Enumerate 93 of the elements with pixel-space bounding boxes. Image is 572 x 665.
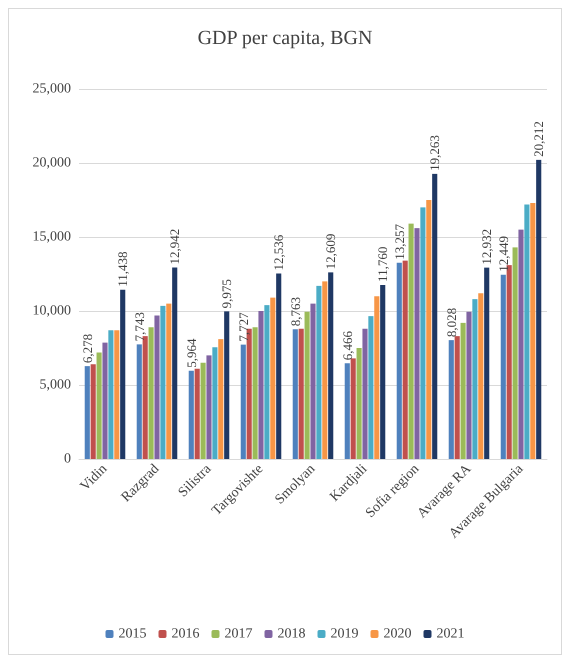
- bar: [148, 327, 154, 459]
- data-label: 11,760: [375, 246, 390, 282]
- bar: [448, 340, 454, 459]
- data-label: 12,449: [496, 236, 511, 272]
- bar: [396, 262, 402, 459]
- bar: [218, 339, 224, 459]
- data-label: 8,763: [288, 297, 303, 326]
- data-label: 7,743: [132, 312, 147, 342]
- data-label: 8,028: [444, 308, 459, 338]
- legend-label: 2019: [330, 626, 358, 642]
- data-label: 12,942: [167, 228, 182, 264]
- data-label: 20,212: [531, 121, 546, 157]
- bar: [310, 304, 316, 459]
- bar: [240, 344, 246, 459]
- bar: [518, 230, 524, 459]
- legend-label: 2016: [172, 626, 200, 642]
- bar: [136, 344, 142, 459]
- data-label: 9,975: [219, 279, 234, 308]
- bar: [292, 329, 298, 459]
- bar: [460, 322, 466, 459]
- bar: [160, 306, 166, 459]
- bar: [328, 272, 334, 459]
- bar: [90, 364, 96, 459]
- data-label: 7,727: [236, 312, 251, 342]
- bar: [298, 328, 304, 459]
- legend-label: 2017: [224, 626, 252, 642]
- y-tick-label: 0: [64, 452, 71, 466]
- y-tick-label: 15,000: [32, 230, 71, 244]
- bar: [344, 363, 350, 459]
- bar: [362, 328, 368, 459]
- bar: [212, 347, 218, 459]
- bar: [420, 207, 426, 459]
- bar: [276, 273, 282, 459]
- bar: [374, 296, 380, 459]
- bar: [114, 330, 120, 459]
- legend-label: 2015: [118, 626, 146, 642]
- data-label: 5,964: [184, 338, 199, 368]
- data-label: 12,932: [479, 228, 494, 265]
- bar: [316, 286, 322, 459]
- bar: [188, 370, 194, 459]
- y-tick-label: 10,000: [32, 304, 71, 318]
- bar: [402, 260, 408, 459]
- bar: [466, 312, 472, 459]
- bar: [84, 366, 90, 459]
- legend-label: 2021: [436, 626, 464, 642]
- x-tick-label: Vidin: [78, 462, 110, 494]
- bar: [356, 348, 362, 459]
- bar: [166, 304, 172, 459]
- chart-title: GDP per capita, BGN: [198, 27, 372, 49]
- bar: [408, 224, 414, 459]
- bar: [224, 311, 230, 459]
- bar: [536, 160, 542, 459]
- bar: [200, 362, 206, 459]
- data-label: 19,263: [427, 135, 442, 171]
- legend-label: 2018: [278, 626, 306, 642]
- bar: [108, 330, 114, 459]
- data-label: 6,278: [80, 334, 95, 364]
- bar: [478, 293, 484, 459]
- legend-label: 2020: [384, 626, 412, 642]
- bar: [454, 336, 460, 459]
- bar: [194, 368, 200, 459]
- bar: [270, 298, 276, 459]
- data-label: 6,466: [340, 330, 355, 360]
- bar: [322, 281, 328, 459]
- bar: [264, 305, 270, 459]
- bar: [500, 274, 506, 459]
- bar: [258, 311, 264, 459]
- bar: [350, 358, 356, 459]
- bar: [368, 316, 374, 459]
- bar: [484, 268, 490, 459]
- data-label: 11,438: [115, 251, 130, 287]
- y-tick-label: 20,000: [32, 156, 71, 170]
- data-label: 12,536: [271, 234, 286, 270]
- bar: [432, 174, 438, 459]
- bar: [252, 327, 258, 459]
- bar: [524, 204, 530, 459]
- bar: [512, 247, 518, 459]
- bar: [472, 299, 478, 459]
- bar: [120, 290, 126, 459]
- bar: [414, 228, 420, 459]
- bar: [206, 355, 212, 459]
- bar: [426, 200, 432, 459]
- bar: [530, 202, 536, 459]
- bar: [154, 315, 160, 459]
- data-label: 13,257: [392, 224, 407, 260]
- bar: [304, 312, 310, 459]
- bar: [380, 284, 386, 459]
- bar: [172, 267, 178, 459]
- bar: [102, 342, 108, 459]
- bar: [96, 352, 102, 459]
- data-label: 12,609: [323, 234, 338, 270]
- y-tick-label: 5,000: [40, 378, 71, 392]
- y-tick-label: 25,000: [32, 82, 71, 96]
